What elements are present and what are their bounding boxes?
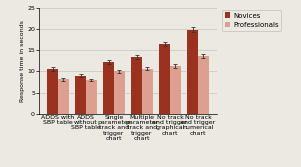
Bar [103, 62, 114, 114]
Bar [142, 69, 153, 114]
Bar [159, 44, 170, 114]
Legend: Novices, Professionals: Novices, Professionals [222, 10, 281, 31]
Bar [131, 57, 142, 114]
Bar [170, 66, 181, 114]
Bar [58, 79, 69, 114]
Bar [187, 30, 198, 114]
Bar [114, 71, 125, 114]
Y-axis label: Response time in seconds: Response time in seconds [20, 20, 25, 102]
Bar [198, 56, 209, 114]
Bar [86, 80, 97, 114]
Bar [75, 76, 86, 114]
Bar [47, 69, 58, 114]
